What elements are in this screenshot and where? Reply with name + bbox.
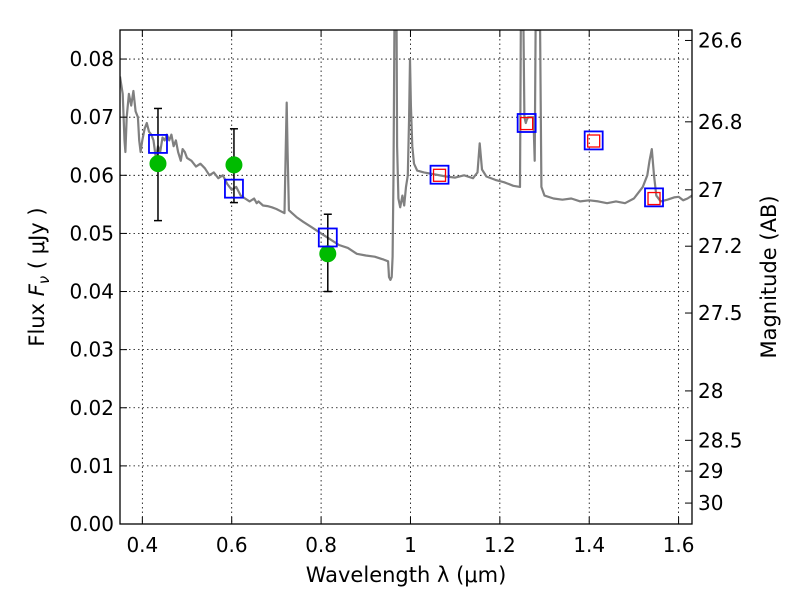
y-tick-label: 0.04 xyxy=(69,280,114,304)
y-tick-label: 0.06 xyxy=(69,163,114,187)
spectrum-line xyxy=(120,30,692,281)
y-tick-label: 0.00 xyxy=(69,512,114,536)
x-tick-label: 1.4 xyxy=(573,533,605,557)
mag-tick-label: 27.2 xyxy=(698,234,743,258)
y2-axis-title: Magnitude (AB) xyxy=(757,195,781,358)
model-photometry-point xyxy=(583,130,604,151)
model-photometry-point xyxy=(148,134,168,154)
upper-limit-marker xyxy=(647,191,661,206)
mag-tick-label: 26.6 xyxy=(698,28,743,52)
x-tick-label: 0.8 xyxy=(305,533,337,557)
y-tick-label: 0.03 xyxy=(69,338,114,362)
x-tick-label: 0.6 xyxy=(216,533,248,557)
x-tick-label: 1.6 xyxy=(663,533,695,557)
mag-tick-label: 27 xyxy=(698,178,723,202)
axis-ticks: 0.4 0.6 0.8 1 1.2 1.4 1.6 0.00 0.01 0.02 0.03 0.04 0… xyxy=(69,28,742,557)
plot-frame xyxy=(119,29,693,525)
mag-tick-label: 26.8 xyxy=(698,110,743,134)
observed-point xyxy=(225,156,243,174)
model-photometry-point xyxy=(644,187,664,208)
y-tick-label: 0.01 xyxy=(69,454,114,478)
model-photometry-point xyxy=(317,227,338,248)
mag-tick-label: 30 xyxy=(698,491,723,515)
y-tick-label: 0.05 xyxy=(69,221,114,245)
y-axis-title: Flux Fν ( μJy ) xyxy=(25,207,53,346)
plot-area xyxy=(120,30,692,293)
upper-limit-marker xyxy=(520,116,534,131)
y-tick-label: 0.07 xyxy=(69,105,114,129)
x-tick-label: 0.4 xyxy=(126,533,158,557)
upper-limit-marker xyxy=(432,168,447,182)
mag-tick-label: 28 xyxy=(698,379,723,403)
model-photometry-point xyxy=(516,113,537,133)
observed-point xyxy=(149,155,167,173)
model-photometry-point xyxy=(224,178,244,199)
model-photometry-point xyxy=(429,164,450,185)
y-tick-label: 0.02 xyxy=(69,396,114,420)
upper-limit-marker xyxy=(587,134,601,148)
mag-tick-label: 29 xyxy=(698,459,723,483)
x-tick-label: 1 xyxy=(404,533,417,557)
y-tick-label: 0.08 xyxy=(69,47,114,71)
mag-tick-label: 28.5 xyxy=(698,428,743,452)
x-tick-label: 1.2 xyxy=(484,533,516,557)
mag-tick-label: 27.5 xyxy=(698,301,743,325)
observed-point xyxy=(319,245,337,263)
x-axis-title: Wavelength λ (μm) xyxy=(306,563,507,587)
